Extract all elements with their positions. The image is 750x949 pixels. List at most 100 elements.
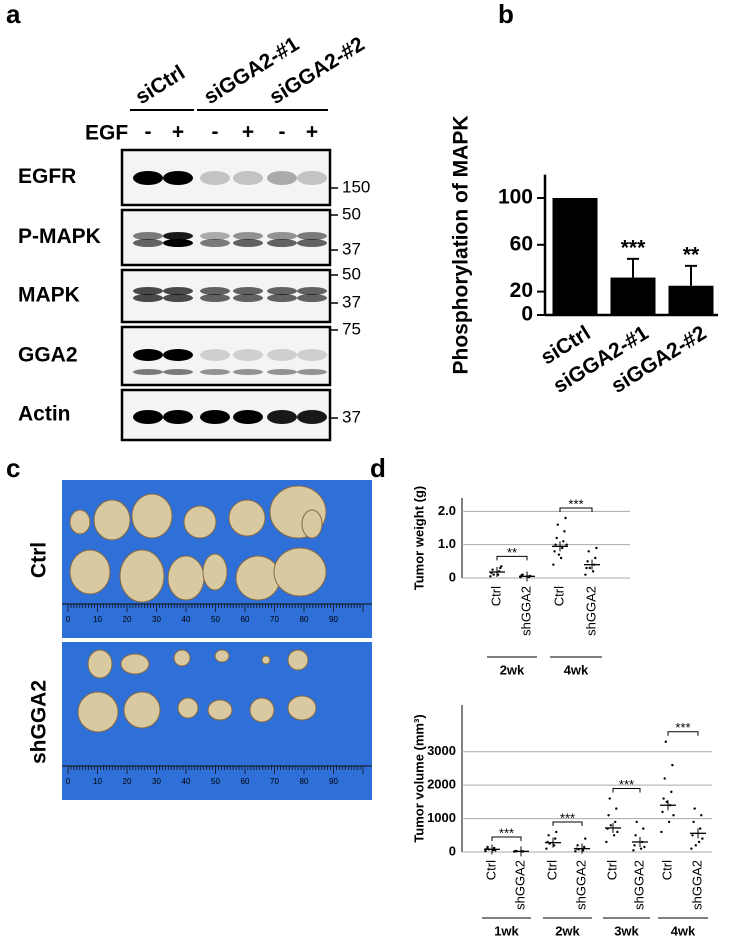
- band: [233, 294, 263, 302]
- band: [233, 232, 263, 240]
- treatment-label: EGF: [85, 122, 128, 145]
- point: [554, 543, 557, 546]
- ruler-label: 90: [329, 615, 338, 624]
- tumor: [235, 555, 281, 601]
- y-tick-label: 60: [510, 232, 533, 255]
- significance: ***: [675, 720, 690, 735]
- panel-label: d: [370, 453, 386, 483]
- point: [632, 849, 635, 852]
- panel-label: c: [6, 453, 20, 483]
- point: [588, 566, 591, 570]
- tumor: [69, 549, 111, 595]
- point: [672, 814, 675, 817]
- point: [553, 550, 556, 553]
- point: [555, 830, 558, 834]
- band: [233, 239, 263, 247]
- point: [587, 550, 590, 553]
- band: [163, 287, 193, 295]
- y-axis-label: Tumor weight (g): [411, 486, 426, 590]
- band: [133, 294, 163, 302]
- point: [547, 834, 550, 837]
- band: [267, 369, 297, 375]
- point: [661, 810, 664, 814]
- point: [486, 845, 489, 849]
- band: [297, 232, 327, 240]
- band: [267, 287, 297, 295]
- significance: ***: [499, 825, 514, 840]
- band: [200, 410, 230, 424]
- ruler-label: 40: [182, 777, 191, 786]
- band: [297, 410, 327, 424]
- band: [133, 239, 163, 247]
- band: [297, 349, 327, 361]
- bar: [610, 277, 656, 315]
- band: [297, 171, 327, 185]
- point: [556, 523, 559, 526]
- x-tick-label: Ctrl: [604, 860, 619, 880]
- point: [697, 840, 701, 844]
- point: [594, 556, 597, 560]
- band: [200, 171, 230, 185]
- significance-bracket: [552, 821, 583, 826]
- tumor: [228, 499, 266, 537]
- ruler-label: 10: [93, 777, 102, 786]
- band: [297, 294, 327, 302]
- ruler-label: 20: [123, 777, 132, 786]
- point: [561, 546, 564, 550]
- row-label: EGFR: [18, 165, 76, 188]
- point: [699, 827, 702, 830]
- tumor: [87, 649, 113, 679]
- y-tick-label: 0: [521, 303, 533, 326]
- row-label: P-MAPK: [18, 225, 101, 248]
- point: [664, 740, 667, 743]
- significance-bracket: [612, 788, 641, 793]
- mw-marker: 37: [342, 292, 361, 311]
- point: [662, 797, 665, 800]
- ruler-label: 50: [211, 777, 220, 786]
- x-tick-label: Ctrl: [551, 586, 566, 606]
- significance: **: [507, 545, 517, 560]
- band: [163, 294, 193, 302]
- significance-bracket: [496, 555, 528, 561]
- band: [267, 239, 297, 247]
- band: [133, 287, 163, 295]
- point: [586, 560, 589, 563]
- point: [595, 546, 598, 550]
- band: [133, 349, 163, 361]
- band: [297, 239, 327, 247]
- tumor: [273, 547, 327, 597]
- point: [608, 797, 611, 800]
- tumor: [214, 649, 230, 663]
- ruler-label: 20: [123, 615, 132, 624]
- point: [585, 566, 588, 570]
- mw-marker: 37: [342, 239, 361, 258]
- band: [163, 232, 193, 240]
- point: [484, 849, 487, 853]
- point: [609, 824, 612, 827]
- point: [667, 820, 671, 824]
- y-axis-label: Phosphorylation of MAPK: [450, 116, 473, 375]
- ruler-label: 60: [241, 777, 250, 786]
- significance-bracket: [491, 836, 522, 841]
- ruler-label: 60: [241, 615, 250, 624]
- point: [555, 536, 558, 540]
- tumor: [93, 499, 131, 541]
- y-tick-label: 1.0: [438, 536, 456, 551]
- band: [267, 294, 297, 302]
- tumor: [301, 509, 323, 539]
- x-tick-label: Ctrl: [544, 860, 559, 880]
- band: [133, 410, 163, 424]
- tumor: [183, 505, 217, 539]
- x-tick-label: Ctrl: [483, 860, 498, 880]
- point: [605, 840, 608, 844]
- band: [133, 171, 163, 185]
- band: [297, 369, 327, 375]
- band: [267, 232, 297, 240]
- significance: ***: [560, 810, 575, 825]
- band: [200, 232, 230, 240]
- period-label: 2wk: [555, 923, 580, 938]
- significance-bracket: [667, 731, 699, 736]
- y-tick-label: 2.0: [438, 503, 456, 518]
- point: [612, 834, 616, 837]
- tumor: [119, 549, 165, 603]
